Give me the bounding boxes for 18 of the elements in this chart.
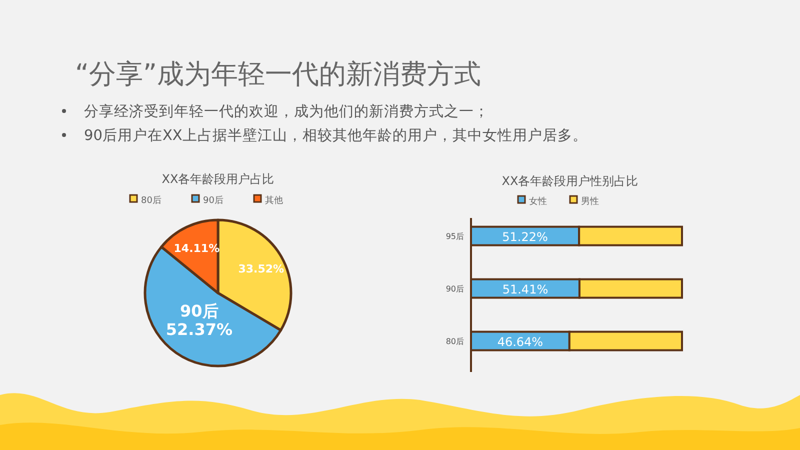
y-tick-label: 95后 (446, 232, 464, 241)
y-tick-label: 90后 (446, 284, 464, 294)
text: “分享”成为年轻一代的新消费方式 (75, 59, 481, 90)
data-label: 51.41% (502, 282, 548, 296)
y-tick-label: 80后 (446, 337, 464, 346)
data-label: 90后 52.37% (166, 302, 233, 340)
data-label: 46.64% (497, 335, 544, 349)
data-label: 51.22% (502, 230, 548, 244)
legend-label: 90后 (203, 195, 224, 206)
legend-label: 男性 (581, 196, 599, 207)
text: 分享经济受到年轻一代的欢迎，成为他们的新消费方式之一； (84, 103, 489, 120)
data-label: 33.52% (238, 262, 284, 276)
text: 90后用户在XX上占据半壁江山，相较其他年龄的用户，其中女性用户居多。 (84, 127, 588, 144)
chart-title: XX各年龄段用户占比 (162, 172, 274, 186)
legend-label: 其他 (265, 195, 283, 206)
legend-label: 女性 (529, 196, 547, 207)
legend-label: 80后 (141, 195, 162, 206)
chart-title: XX各年龄段用户性别占比 (502, 174, 638, 188)
